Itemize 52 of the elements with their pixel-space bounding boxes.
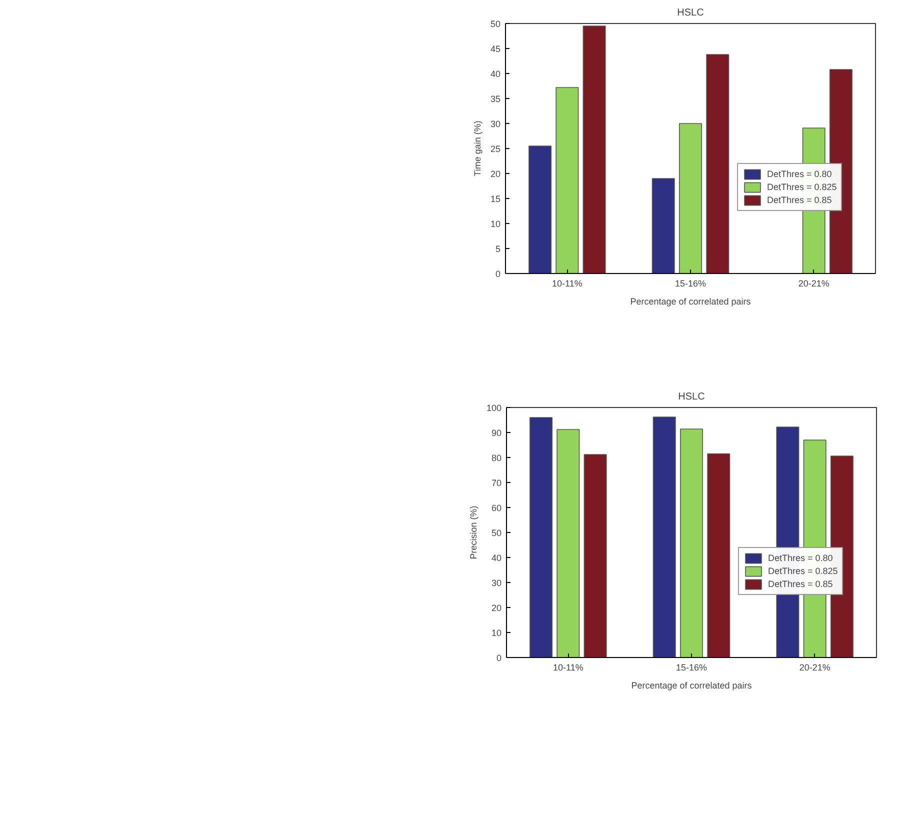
bar — [706, 54, 730, 274]
y-tick-label: 60 — [491, 503, 502, 513]
chart-title: HSLC — [678, 392, 705, 402]
y-tick-label: 20 — [491, 603, 502, 613]
bar — [680, 428, 703, 658]
y-tick-label: 10 — [491, 628, 502, 638]
bar — [652, 178, 675, 274]
y-tick-label: 30 — [491, 578, 502, 588]
y-tick-label: 40 — [491, 553, 502, 563]
y-axis-title: Time gain (%) — [472, 120, 482, 176]
y-tick-label: 50 — [490, 19, 501, 29]
legend-label: DetThres = 0.85 — [767, 194, 832, 206]
y-tick-label: 15 — [490, 194, 501, 204]
chart-title: HSLC — [677, 8, 704, 18]
y-tick-label: 40 — [490, 69, 501, 79]
legend-label: DetThres = 0.85 — [768, 578, 833, 590]
legend-label: DetThres = 0.825 — [768, 565, 838, 577]
x-tick-label: 20-21% — [799, 662, 830, 672]
bar — [652, 416, 676, 658]
y-tick-label: 10 — [490, 219, 501, 229]
legend-label: DetThres = 0.80 — [767, 168, 832, 180]
x-tick-label: 10-11% — [552, 662, 584, 672]
y-tick-label: 30 — [490, 119, 501, 129]
y-tick-label: 35 — [490, 94, 501, 104]
legend-label: DetThres = 0.825 — [767, 181, 837, 193]
bar — [530, 417, 553, 658]
x-tick-label: 15-16% — [676, 662, 708, 672]
x-tick-label: 15-16% — [674, 278, 706, 288]
y-tick-label: 70 — [491, 478, 502, 488]
x-tick-label: 20-21% — [798, 278, 830, 288]
y-tick-label: 25 — [490, 144, 501, 154]
bar — [679, 123, 702, 274]
y-tick-label: 0 — [495, 269, 501, 279]
legend-label: DetThres = 0.80 — [768, 552, 833, 564]
y-tick-label: 5 — [495, 244, 501, 254]
bar — [584, 454, 607, 658]
y-axis-title: Precision (%) — [468, 506, 478, 560]
x-axis-title: Percentage of correlated pairs — [630, 296, 752, 306]
y-tick-label: 100 — [486, 403, 502, 413]
bar — [528, 146, 552, 274]
bar — [556, 87, 579, 274]
bar — [582, 26, 606, 274]
bar — [556, 429, 580, 658]
y-tick-label: 45 — [490, 44, 501, 54]
y-tick-label: 0 — [496, 653, 502, 663]
y-tick-label: 20 — [490, 169, 501, 179]
x-axis-title: Percentage of correlated pairs — [631, 680, 752, 690]
y-tick-label: 90 — [491, 428, 502, 438]
x-tick-label: 10-11% — [552, 278, 582, 288]
y-tick-label: 80 — [491, 453, 502, 463]
y-tick-label: 50 — [491, 528, 502, 538]
bar — [707, 453, 730, 658]
